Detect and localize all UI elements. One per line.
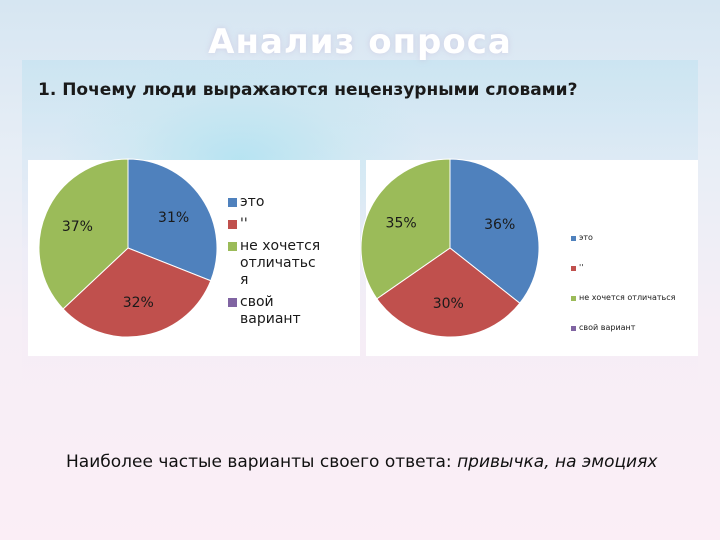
pie2-data-label-2: 35% bbox=[386, 215, 417, 231]
answer-note: Наиболее частые варианты своего ответа: … bbox=[66, 448, 666, 476]
pie1-legend-label-2: я bbox=[240, 272, 248, 288]
pie2-legend-label-2: не хочется отличаться bbox=[579, 293, 676, 302]
pie1-legend-label-2: не хочется bbox=[240, 238, 320, 254]
pie1-data-label-0: 31% bbox=[158, 210, 189, 226]
pie2-slice-1 bbox=[376, 247, 521, 338]
pie2-legend-label-0: это bbox=[579, 233, 593, 242]
pie1-slice-0 bbox=[127, 158, 218, 282]
pie1-legend-swatch-1 bbox=[228, 220, 237, 229]
pie1-slice-1 bbox=[62, 247, 212, 338]
pie1-data-label-2: 37% bbox=[62, 219, 93, 235]
pie2-legend-label-1: '' bbox=[579, 263, 583, 272]
pie1-data-label-1: 32% bbox=[123, 295, 154, 311]
pie2-slice-2 bbox=[360, 158, 451, 300]
pie2-data-label-0: 36% bbox=[484, 217, 515, 233]
pie2-legend-swatch-3 bbox=[571, 326, 576, 331]
pie1-legend-swatch-2 bbox=[228, 242, 237, 251]
pie-chart-2-svg: 36% 30% 35% это '' не хочется отличаться свой … bbox=[360, 158, 676, 338]
pie2-legend-swatch-2 bbox=[571, 296, 576, 301]
pie-chart-1: 31% 32% 37% это '' не хочется отличатьс я свой ва… bbox=[28, 158, 360, 356]
pie2-legend-swatch-1 bbox=[571, 266, 576, 271]
pie2-data-label-1: 30% bbox=[433, 296, 464, 312]
pie1-legend-label-2: отличатьс bbox=[240, 255, 316, 271]
survey-question: 1. Почему люди выражаются нецензурными с… bbox=[38, 80, 578, 100]
pie1-legend-swatch-0 bbox=[228, 198, 237, 207]
slide-title: Анализ опроса bbox=[208, 22, 512, 62]
pie2-legend-swatch-0 bbox=[571, 236, 576, 241]
pie2-slice-0 bbox=[449, 158, 540, 304]
answer-note-italic: привычка, на эмоциях bbox=[457, 452, 658, 472]
pie1-legend-label-3: вариант bbox=[240, 311, 301, 327]
answer-note-text: Наиболее частые варианты своего ответа: bbox=[66, 452, 458, 472]
pie1-legend-label-3: свой bbox=[240, 294, 274, 310]
pie1-legend-swatch-3 bbox=[228, 298, 237, 307]
pie1-legend-label-1: '' bbox=[240, 216, 248, 232]
pie-chart-2: 36% 30% 35% это '' не хочется отличаться свой … bbox=[360, 158, 698, 356]
pie2-legend-label-3: свой вариант bbox=[579, 323, 636, 332]
pie1-legend-label-0: это bbox=[240, 194, 264, 210]
pie1-slice-2 bbox=[38, 158, 129, 310]
